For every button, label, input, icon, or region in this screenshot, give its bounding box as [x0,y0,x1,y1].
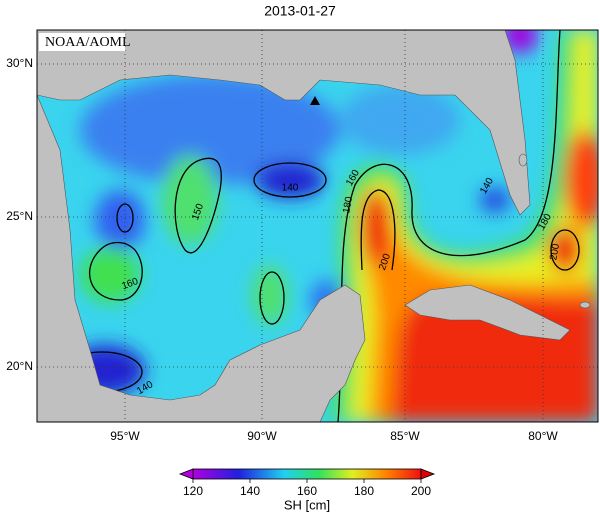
contour-label: 140 [282,183,299,194]
map-frame [36,29,599,423]
contour-label: 200 [548,242,562,261]
colorbar-tick-label: 180 [354,484,374,498]
lon-label: 90°W [247,429,277,443]
lat-label: 25°N [6,209,33,223]
colorbar: 120 140 160 180 200 [178,468,436,498]
colorbar-tick-label: 200 [411,484,431,498]
graticule [37,30,598,422]
lat-label: 20°N [6,359,33,373]
colorbar-tick-label: 120 [183,484,203,498]
lon-labels: 95°W 90°W 85°W 80°W [110,429,558,443]
colorbar-label: SH [cm] [284,497,330,512]
credit: NOAA/AOML [45,35,131,50]
colorbar-high-arrow [420,468,436,480]
map-title: 2013-01-27 [264,3,336,19]
station-marker [310,96,320,105]
land [37,30,591,422]
lon-label: 85°W [390,429,420,443]
contour-label: 180 [341,195,355,214]
lat-label: 30°N [6,56,33,70]
colorbar-low-arrow [178,468,194,480]
lon-label: 95°W [110,429,140,443]
colorbar-bar [192,468,422,480]
lon-label: 80°W [528,429,558,443]
colorbar-tick-label: 140 [240,484,260,498]
credit-box [39,33,125,51]
lat-labels: 30°N 25°N 20°N [6,56,33,373]
colorbar-tick-label: 160 [297,484,317,498]
